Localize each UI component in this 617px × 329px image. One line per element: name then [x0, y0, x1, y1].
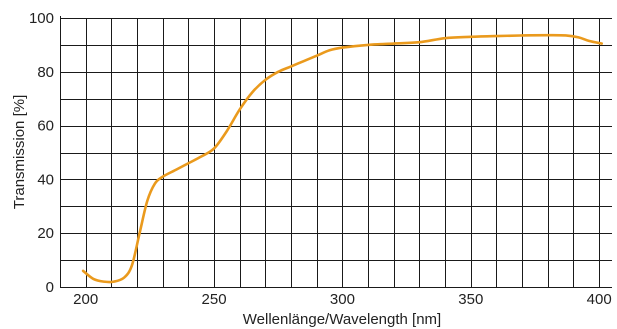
y-tick-label: 0	[46, 279, 54, 296]
y-tick-label: 20	[37, 225, 54, 242]
y-tick-label: 80	[37, 64, 54, 81]
y-tick-label: 40	[37, 171, 54, 188]
x-tick-label: 250	[202, 291, 227, 308]
series-line	[81, 33, 604, 284]
y-axis-label: Transmission [%]	[11, 95, 28, 209]
x-axis-ticks: 200 250 300 350 400	[73, 291, 612, 308]
series	[81, 33, 604, 284]
x-tick-label: 200	[73, 291, 98, 308]
y-tick-label: 60	[37, 118, 54, 135]
y-axis-ticks: 0 20 40 60 80 100	[29, 10, 54, 296]
x-axis-label: Wellenlänge/Wavelength [nm]	[243, 311, 441, 328]
grid	[60, 18, 612, 288]
axes	[59, 16, 612, 289]
y-tick-label: 100	[29, 10, 54, 27]
x-tick-label: 350	[458, 291, 483, 308]
x-tick-label: 300	[330, 291, 355, 308]
x-tick-label: 400	[587, 291, 612, 308]
